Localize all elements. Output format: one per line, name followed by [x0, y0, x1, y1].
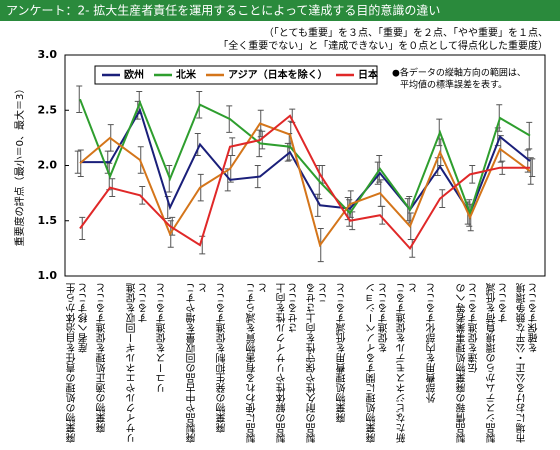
error-bar: [76, 85, 83, 113]
legend-label: アジア（日本を除く）: [228, 68, 328, 81]
error-bar: [439, 189, 446, 208]
note: ●各データの縦軸方向の範囲は、: [392, 67, 526, 79]
x-tick-label: 廃棄物処理に関するイノベーションを促進すること: [367, 283, 390, 443]
legend-label: 日本: [358, 68, 379, 81]
x-tick-label: 新たなビジネスモデルを促進すること: [397, 283, 420, 443]
x-tick-label: 市場における公正・公平な競争環境を確保すること: [517, 283, 540, 443]
error-bar: [527, 157, 534, 185]
legend-box: [94, 65, 378, 85]
x-tick-label: 製品の解体性やリサイクル性を向上させること: [277, 283, 300, 443]
error-bar: [379, 205, 386, 225]
legend-label: 欧州: [124, 68, 144, 81]
x-tick-label: 外部費用を内部化すること: [427, 283, 438, 403]
error-bar: [139, 185, 146, 205]
x-tick-label: 製品に使われる有害物質を減らすこと: [247, 283, 270, 443]
x-tick-label: 製品システムからの環境負荷を低減すること: [487, 283, 510, 443]
x-tick-label: リユースを促進すること: [157, 283, 168, 393]
chart-title: アンケート：2- 拡大生産者責任を運用することによって達成する目的意識の違い: [6, 3, 440, 18]
y-tick-label: 2.5: [38, 103, 58, 116]
y-tick-label: 1.5: [38, 214, 58, 227]
title-bar: [0, 0, 560, 21]
error-bar: [79, 216, 86, 241]
series-line: [79, 122, 531, 248]
note: 平均値の標準誤差を表す。: [400, 79, 507, 91]
x-tick-label: 廃棄物の処理の責任を自治体から生産者へ移すこと: [67, 283, 90, 443]
x-tick-label: 廃棄物の適正処理を促進すること: [97, 283, 108, 433]
subtitle: 「全く重要でない」と「達成できない」を０点として得点化した重要度）: [218, 39, 548, 52]
series-line: [79, 114, 530, 251]
x-tick-label: 廃製品や中古品の回収量を増やすこと: [187, 283, 210, 443]
series-line: [80, 107, 531, 216]
legend-label: 北米: [176, 68, 197, 81]
error-bar: [529, 158, 536, 178]
y-tick-label: 2.0: [38, 159, 58, 172]
series-line: [79, 98, 531, 217]
y-tick-label: 1.0: [38, 269, 58, 282]
x-tick-label: 廃棄物処理費用を低減すること: [337, 283, 348, 423]
subtitle: （「とても重要」を３点、「重要」を２点、「やや重要」を１点、: [264, 26, 548, 39]
error-bar: [74, 150, 81, 174]
y-axis-label: 重要度の評点（最小＝0、最大＝3）: [13, 84, 26, 247]
x-tick-label: リサイクルやエネルギー回収を促進すること: [127, 283, 150, 443]
x-tick-label: 製品情報の廃棄物処理事業者等への伝達を促進すること: [457, 283, 480, 443]
error-bar: [259, 130, 266, 150]
y-tick-label: 3.0: [38, 48, 58, 61]
x-tick-label: 廃棄物の発生抑制を促進すること: [217, 283, 228, 433]
x-tick-label: 製品の耐久性や保守性を向上させること: [307, 283, 330, 443]
